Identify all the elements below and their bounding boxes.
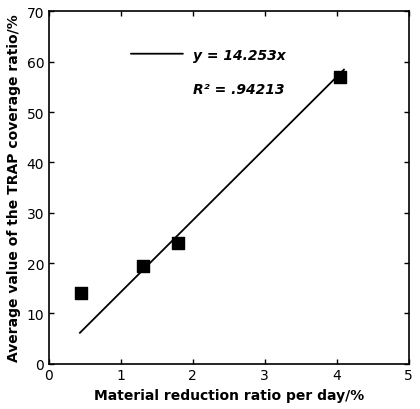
Point (175, 240, 182, 247)
Point (78, 290, 85, 297)
Text: y = 14.253x: y = 14.253x (193, 49, 286, 63)
Point (139, 263, 146, 269)
Text: R² = .94213: R² = .94213 (193, 83, 284, 97)
X-axis label: Material reduction ratio per day/%: Material reduction ratio per day/% (94, 388, 364, 402)
Point (337, 74, 344, 81)
Y-axis label: Average value of the TRAP coverage ratio/%: Average value of the TRAP coverage ratio… (7, 15, 21, 362)
